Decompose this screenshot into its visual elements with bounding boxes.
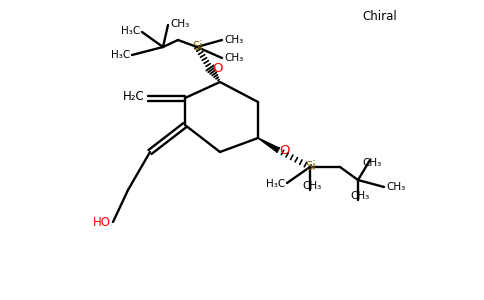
Text: O: O — [212, 62, 223, 76]
Text: HO: HO — [93, 215, 111, 229]
Text: CH₃: CH₃ — [350, 191, 370, 201]
Text: CH₃: CH₃ — [224, 53, 243, 63]
Polygon shape — [258, 138, 279, 152]
Text: Si: Si — [193, 40, 203, 53]
Text: CH₃: CH₃ — [170, 19, 189, 29]
Text: H₃C: H₃C — [266, 179, 285, 189]
Text: H₃C: H₃C — [121, 26, 140, 36]
Text: CH₃: CH₃ — [224, 35, 243, 45]
Text: H₃C: H₃C — [111, 50, 130, 60]
Text: CH₃: CH₃ — [302, 181, 322, 191]
Text: Si: Si — [305, 160, 317, 173]
Text: CH₃: CH₃ — [386, 182, 405, 192]
Text: Chiral: Chiral — [363, 10, 397, 23]
Text: O: O — [279, 145, 289, 158]
Text: CH₃: CH₃ — [363, 158, 381, 168]
Text: H₂C: H₂C — [123, 91, 145, 103]
